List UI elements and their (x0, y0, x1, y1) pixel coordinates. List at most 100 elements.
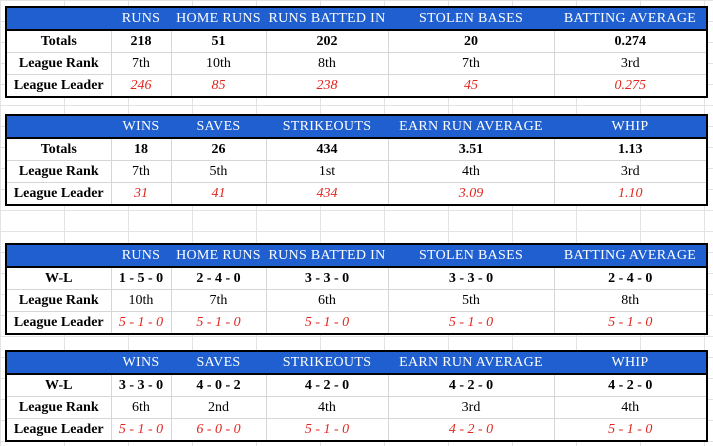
rank-cell[interactable]: 8th (553, 289, 707, 312)
row-label[interactable]: League Rank (6, 289, 112, 312)
header-cell[interactable]: STOLEN BASES (388, 7, 554, 31)
totals-cell[interactable]: 26 (170, 138, 266, 161)
win-loss-cell[interactable]: 3 - 3 - 0 (118, 378, 164, 393)
rank-cell[interactable]: 2nd (170, 396, 266, 419)
leader-cell[interactable]: 5 - 1 - 0 (265, 311, 388, 334)
header-cell[interactable]: SAVES (171, 115, 266, 139)
win-loss-cell[interactable]: 4 - 2 - 0 (553, 374, 707, 397)
row-label[interactable]: League Leader (6, 418, 112, 441)
leader-cell[interactable]: 246 (111, 74, 171, 97)
totals-cell[interactable]: 3.51 (387, 138, 554, 161)
header-corner-cell[interactable] (6, 7, 111, 31)
leader-cell[interactable]: 45 (387, 74, 554, 97)
rank-cell[interactable]: 10th (111, 289, 171, 312)
row-label[interactable]: League Leader (6, 311, 112, 334)
win-loss-cell[interactable]: 1 - 5 - 0 (118, 271, 164, 286)
header-cell[interactable]: STRIKEOUTS (266, 351, 388, 375)
leader-cell[interactable]: 1.10 (553, 182, 707, 205)
rank-cell[interactable]: 1st (265, 160, 388, 183)
rank-cell[interactable]: 3rd (553, 160, 707, 183)
totals-cell[interactable]: 202 (265, 30, 388, 53)
rank-cell[interactable]: 5th (170, 160, 266, 183)
leader-cell[interactable]: 5 - 1 - 0 (265, 418, 388, 441)
rank-cell[interactable]: 4th (265, 396, 388, 419)
rank-cell[interactable]: 4th (553, 396, 707, 419)
row-label[interactable]: League Rank (6, 160, 112, 183)
header-cell[interactable]: WINS (111, 351, 171, 375)
header-cell[interactable]: RUNS BATTED IN (266, 244, 388, 268)
rank-cell[interactable]: 6th (111, 396, 171, 419)
leader-cell[interactable]: 238 (265, 74, 388, 97)
header-corner-cell[interactable] (6, 244, 111, 268)
rank-cell[interactable]: 7th (387, 52, 554, 75)
header-cell[interactable]: HOME RUNS (171, 244, 266, 268)
win-loss-cell[interactable]: 4 - 2 - 0 (265, 374, 388, 397)
header-cell[interactable]: BATTING AVERAGE (554, 7, 707, 31)
leader-cell[interactable]: 6 - 0 - 0 (170, 418, 266, 441)
rank-cell[interactable]: 7th (170, 289, 266, 312)
row-label[interactable]: League Rank (6, 52, 112, 75)
rank-cell[interactable]: 5th (387, 289, 554, 312)
leader-cell[interactable]: 0.275 (553, 74, 707, 97)
header-corner-cell[interactable] (6, 351, 111, 375)
league-rank-row: League Rank 6th 2nd 4th 3rd 4th (6, 396, 707, 419)
row-label[interactable]: W-L (6, 267, 112, 290)
win-loss-cell[interactable]: 4 - 2 - 0 (387, 374, 554, 397)
rank-cell[interactable]: 7th (111, 52, 171, 75)
leader-cell[interactable]: 3.09 (387, 182, 554, 205)
totals-cell[interactable]: 18 (134, 142, 148, 157)
header-cell[interactable]: WHIP (554, 115, 707, 139)
header-cell[interactable]: EARN RUN AVERAGE (388, 351, 554, 375)
leader-cell[interactable]: 5 - 1 - 0 (553, 418, 707, 441)
totals-cell[interactable]: 1.13 (553, 138, 707, 161)
row-label[interactable]: Totals (6, 138, 112, 161)
header-cell[interactable]: STOLEN BASES (388, 244, 554, 268)
row-label[interactable]: Totals (6, 30, 112, 53)
totals-row: Totals 18 26 434 3.51 1.13 (6, 138, 707, 161)
leader-cell[interactable]: 5 - 1 - 0 (111, 418, 171, 441)
rank-cell[interactable]: 8th (265, 52, 388, 75)
leader-cell[interactable]: 4 - 2 - 0 (387, 418, 554, 441)
win-loss-cell[interactable]: 3 - 3 - 0 (265, 267, 388, 290)
header-cell[interactable]: RUNS BATTED IN (266, 7, 388, 31)
header-cell[interactable]: EARN RUN AVERAGE (388, 115, 554, 139)
win-loss-cell[interactable]: 4 - 0 - 2 (170, 374, 266, 397)
rank-cell[interactable]: 7th (111, 160, 171, 183)
row-label[interactable]: W-L (6, 374, 112, 397)
totals-cell[interactable]: 0.274 (553, 30, 707, 53)
totals-cell[interactable]: 218 (130, 34, 152, 49)
header-cell[interactable]: SAVES (171, 351, 266, 375)
rank-cell[interactable]: 10th (170, 52, 266, 75)
header-cell[interactable]: WHIP (554, 351, 707, 375)
leader-cell[interactable]: 41 (170, 182, 266, 205)
rank-cell[interactable]: 3rd (387, 396, 554, 419)
leader-cell[interactable]: 5 - 1 - 0 (553, 311, 707, 334)
row-label[interactable]: League Leader (6, 182, 112, 205)
row-label[interactable]: League Leader (6, 74, 112, 97)
totals-cell[interactable]: 434 (265, 138, 388, 161)
leader-cell[interactable]: 5 - 1 - 0 (170, 311, 266, 334)
leader-cell[interactable]: 5 - 1 - 0 (111, 311, 171, 334)
header-cell[interactable]: BATTING AVERAGE (554, 244, 707, 268)
league-leader-row: League Leader 5 - 1 - 0 5 - 1 - 0 5 - 1 … (6, 311, 707, 334)
league-rank-row: League Rank 7th 5th 1st 4th 3rd (6, 160, 707, 183)
header-cell[interactable]: WINS (111, 115, 171, 139)
header-corner-cell[interactable] (6, 115, 111, 139)
leader-cell[interactable]: 5 - 1 - 0 (387, 311, 554, 334)
win-loss-cell[interactable]: 2 - 4 - 0 (170, 267, 266, 290)
header-cell[interactable]: RUNS (111, 244, 171, 268)
rank-cell[interactable]: 3rd (553, 52, 707, 75)
leader-cell[interactable]: 85 (170, 74, 266, 97)
header-cell[interactable]: HOME RUNS (171, 7, 266, 31)
win-loss-cell[interactable]: 2 - 4 - 0 (553, 267, 707, 290)
totals-cell[interactable]: 20 (387, 30, 554, 53)
row-label[interactable]: League Rank (6, 396, 112, 419)
leader-cell[interactable]: 434 (265, 182, 388, 205)
header-cell[interactable]: RUNS (111, 7, 171, 31)
win-loss-cell[interactable]: 3 - 3 - 0 (387, 267, 554, 290)
rank-cell[interactable]: 6th (265, 289, 388, 312)
totals-cell[interactable]: 51 (170, 30, 266, 53)
rank-cell[interactable]: 4th (387, 160, 554, 183)
header-cell[interactable]: STRIKEOUTS (266, 115, 388, 139)
leader-cell[interactable]: 31 (111, 182, 171, 205)
